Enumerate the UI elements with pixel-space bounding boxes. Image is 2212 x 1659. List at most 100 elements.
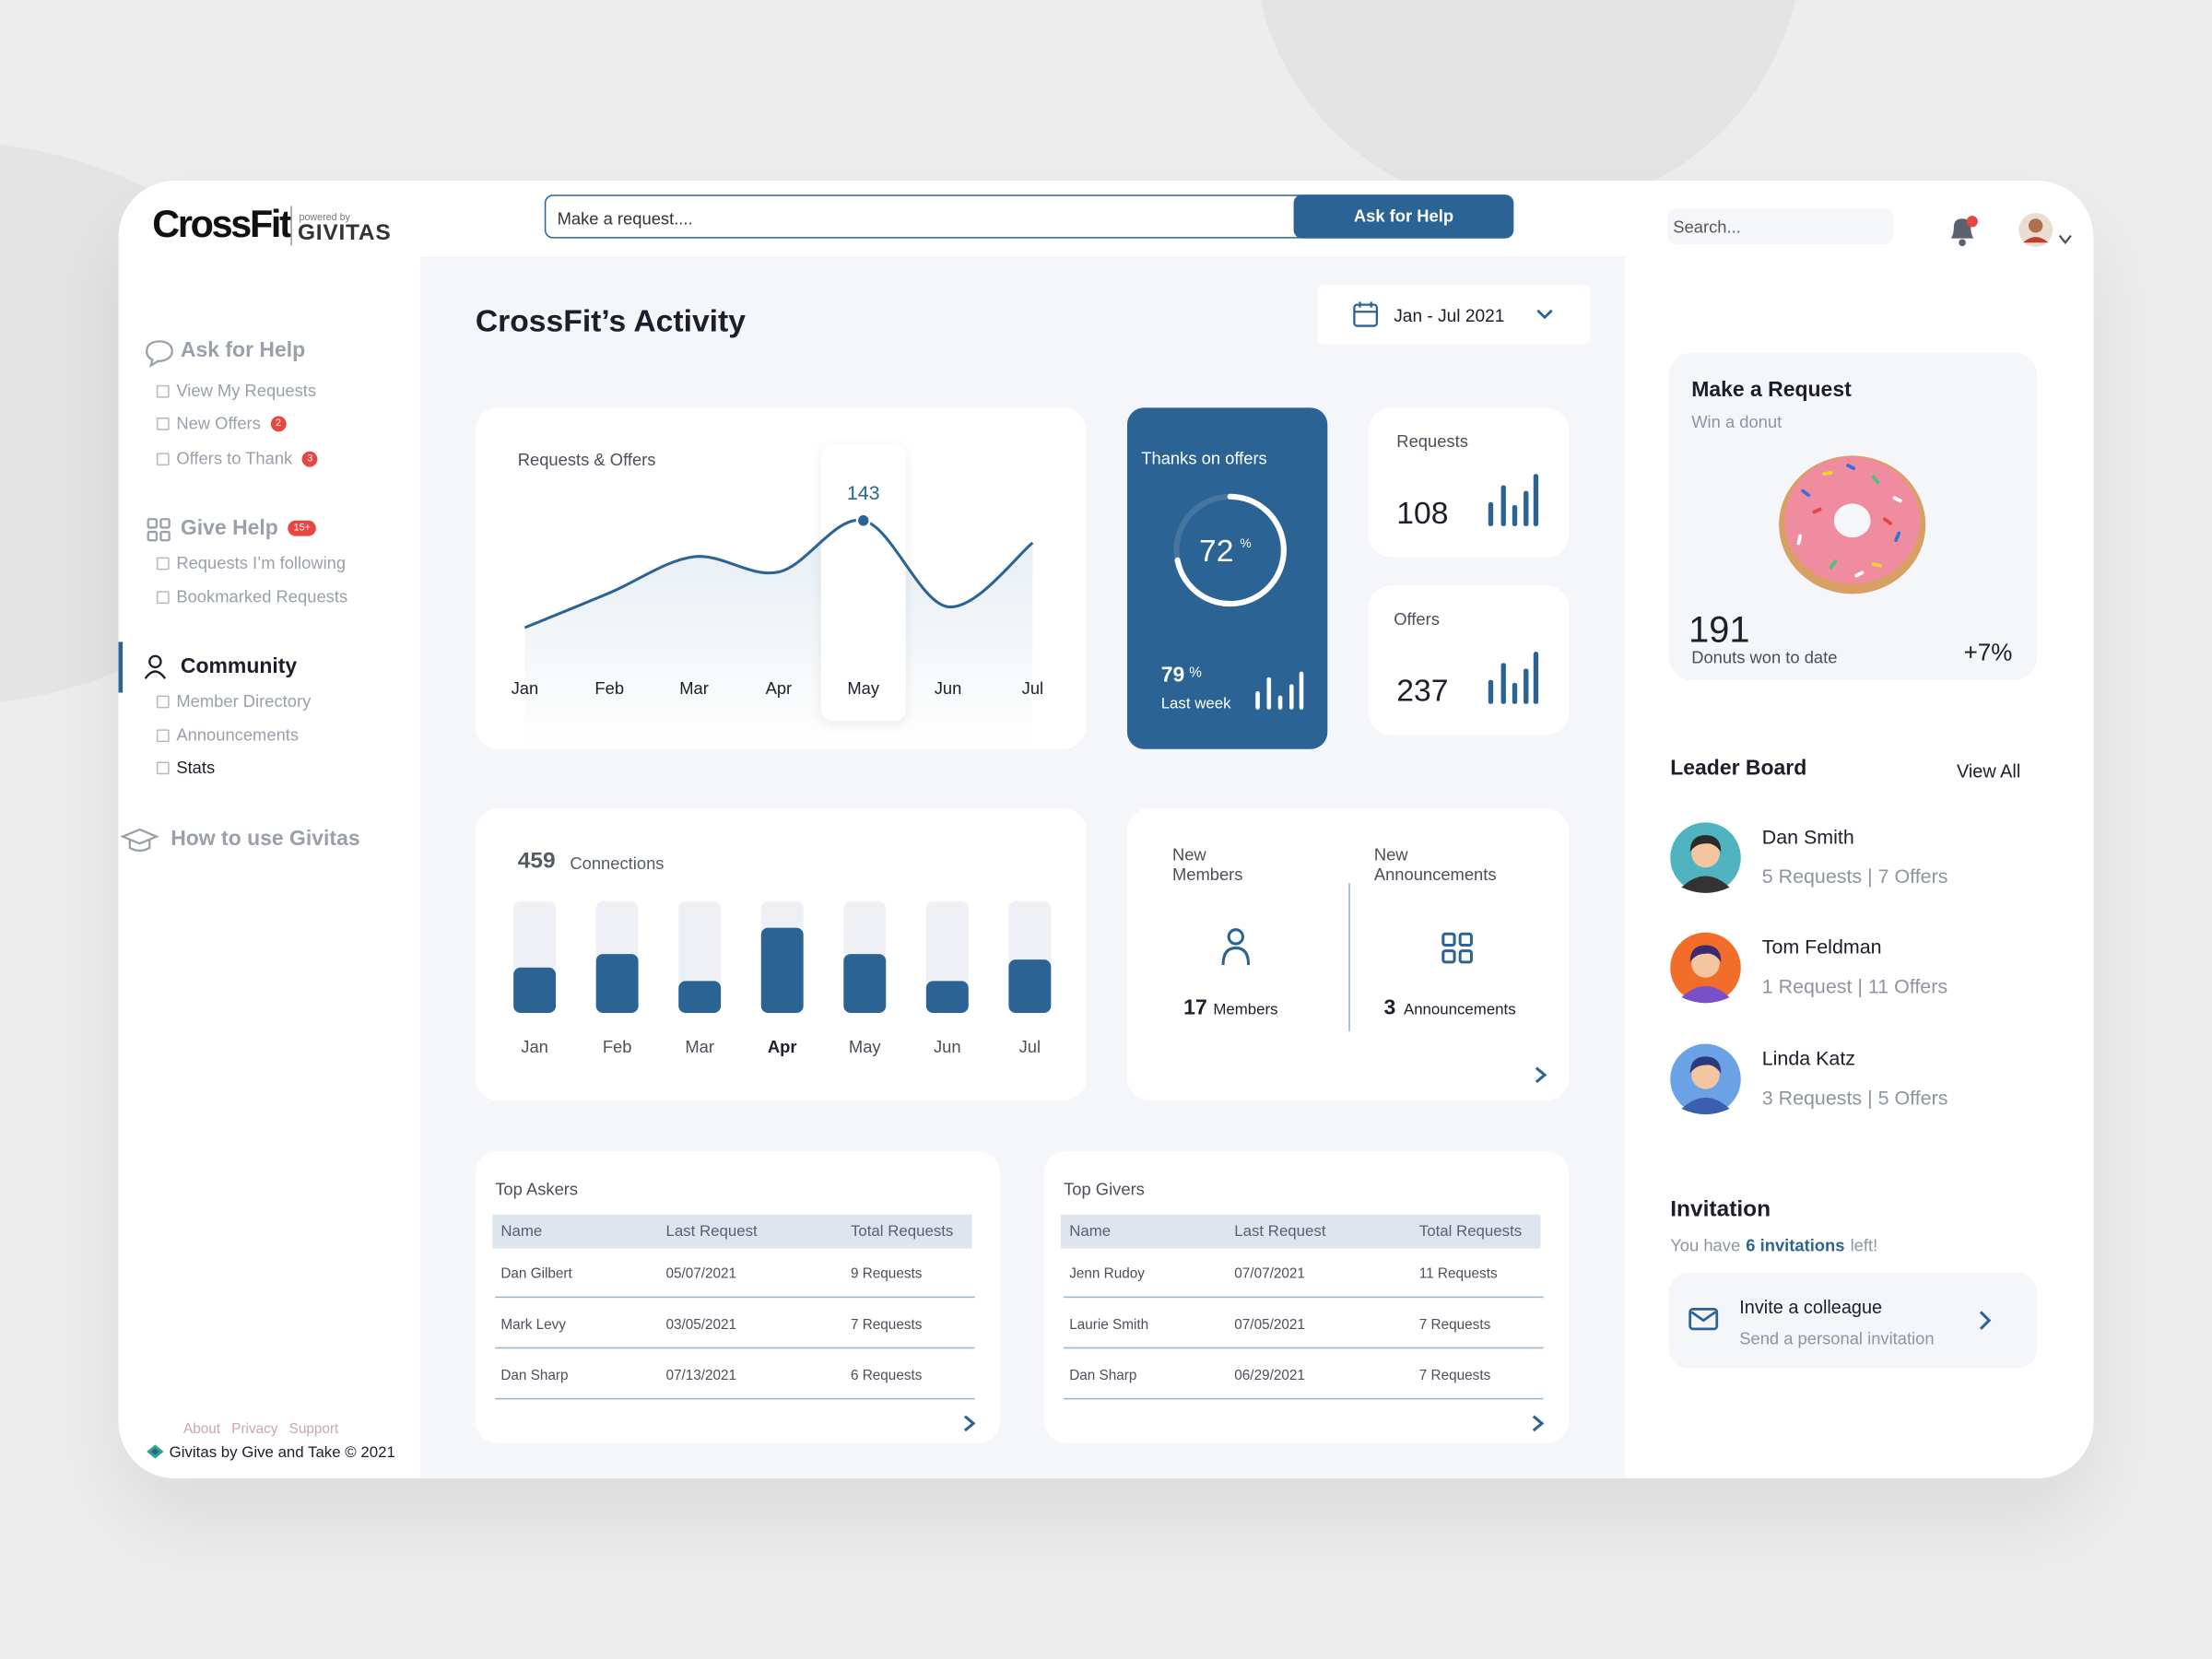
nav-section: Ask for Help [181,340,305,361]
nav-item[interactable]: Offers to Thank 3 [156,450,318,467]
bar [513,967,557,1013]
nav-section-title[interactable]: Ask for Help [180,338,306,363]
icon-body [1221,947,1251,965]
table-cell: Dan Sharp [1069,1368,1137,1384]
givitas-mark [147,1444,164,1459]
table-cell: Mark Levy [500,1317,566,1334]
mini-bars [1488,474,1539,526]
invitation-prefix: You have [1670,1235,1741,1256]
nav-section-title[interactable]: How to use Givitas [171,826,360,851]
nav-item[interactable]: New Offers 2 [156,413,287,433]
column-header: Name [1069,1223,1112,1241]
leader-detail: 1 Request | 11 Offers [1761,974,1948,998]
connections-label: Connections [570,853,665,874]
nav-item[interactable]: View My Requests [156,382,316,399]
checkbox [156,694,170,708]
x-tick-label: Jan [521,1037,548,1056]
nav-section-title[interactable]: Community [180,654,298,679]
row-divider [495,1347,975,1349]
request-placeholder: Make a request.... [557,208,693,229]
nav-item-label: New Offers [176,413,261,433]
avatar-face [1691,839,1720,868]
ask-button[interactable]: Ask for Help [1293,194,1514,239]
logo[interactable]: CrossFit [152,203,292,246]
next-arrow[interactable] [1529,1414,1546,1433]
arrow-path [1535,1066,1547,1084]
bar [678,981,722,1013]
chevron-down [1536,309,1553,320]
checkbox [156,384,170,397]
footer-link[interactable]: About [182,1421,220,1438]
column-header: Last Request [1234,1223,1326,1241]
active-indicator [118,641,124,693]
bar [925,981,969,1013]
mini-bars [1255,671,1304,710]
nav-item[interactable]: Bookmarked Requests [156,588,347,606]
icon-squares [1441,932,1473,964]
table-title: Top Givers [1064,1179,1145,1200]
highlight-column [820,444,906,722]
members-count: 17 [1183,995,1207,1020]
table-cell: 07/13/2021 [665,1368,737,1384]
x-tick-label: May [847,678,880,698]
avatar-body [2022,237,2049,243]
nav-section-title[interactable]: Give Help [180,516,278,541]
search-box[interactable] [1667,208,1894,244]
calendar-lines [1354,301,1377,313]
notification-dot [1966,216,1978,228]
next-arrow[interactable] [960,1414,977,1433]
table-cell: 06/29/2021 [1234,1368,1305,1384]
nav-item[interactable]: Stats [156,759,215,776]
bell-icon[interactable] [1944,212,1981,249]
nav-item-label: Announcements [176,724,300,746]
table-title: Top Askers [495,1179,579,1200]
leader-name[interactable]: Tom Feldman [1761,935,1882,959]
user-menu[interactable] [2018,212,2079,252]
checkbox [156,728,170,742]
table-cell: 7 Requests [850,1317,923,1334]
grid-icon [147,518,171,542]
date-picker[interactable] [1317,285,1590,345]
members-title: New Members [1171,844,1243,885]
checkbox [156,452,170,465]
column-header: Total Requests [1418,1223,1523,1241]
footer-link[interactable]: Support [288,1421,339,1438]
next-arrow[interactable] [1532,1065,1548,1085]
row-divider [1064,1347,1544,1349]
footer-link[interactable]: Privacy [231,1421,278,1438]
nav-item[interactable]: Member Directory [156,690,312,712]
x-tick-label: Apr [766,678,793,698]
stat-label: Requests [1396,431,1468,452]
badge: 2 [270,415,287,431]
row-divider [1064,1397,1544,1400]
person-head [148,654,162,669]
leader-detail: 5 Requests | 7 Offers [1761,865,1948,888]
nav-item[interactable]: Requests I’m following [156,552,347,573]
thanks-percent: 72 [1199,533,1234,569]
stat-value: 108 [1396,495,1449,531]
avatar-hair [1689,945,1722,962]
invite-card[interactable] [1668,1272,2038,1369]
avatar-hair [1689,1056,1722,1074]
chat-icon [146,340,173,368]
leader-name[interactable]: Linda Katz [1761,1046,1856,1070]
invite-title: Invite a colleague [1739,1296,1883,1318]
mini-bars-group [1255,671,1304,710]
nav-item[interactable]: Announcements [156,724,300,746]
bar [1008,959,1052,1013]
nav-section: Community [181,656,297,677]
column-header: Total Requests [850,1223,954,1241]
footer-links: About Privacy Support [183,1423,338,1437]
invitation-title: Invitation [1670,1197,1771,1222]
view-all[interactable]: View All [1956,759,2021,782]
nav-item-label: Member Directory [176,690,312,712]
nav-item-label: Requests I’m following [176,552,347,573]
announcements-label: Announcements [1403,1001,1516,1019]
invitation-count: 6 invitations [1746,1235,1845,1256]
leader-name[interactable]: Dan Smith [1761,825,1854,848]
calendar-body [1353,303,1379,327]
badge: 15+ [288,520,316,536]
highlight-label: 143 [847,482,880,504]
donut-subtitle: Win a donut [1691,411,1783,432]
